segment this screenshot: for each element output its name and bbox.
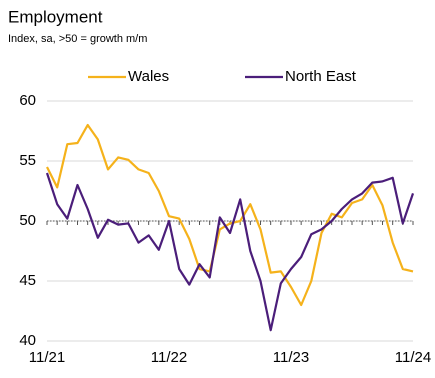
chart-subtitle: Index, sa, >50 = growth m/m [8, 33, 147, 45]
legend-label: North East [285, 68, 357, 85]
x-tick-label: 11/24 [395, 349, 431, 366]
x-tick-label: 11/21 [29, 349, 65, 366]
x-tick-label: 11/23 [273, 349, 309, 366]
y-tick-label: 40 [19, 332, 36, 349]
legend-label: Wales [128, 68, 169, 85]
y-tick-label: 60 [19, 92, 36, 109]
chart-title: Employment [8, 7, 103, 26]
y-tick-label: 55 [19, 152, 36, 169]
line-series [46, 123, 414, 307]
y-tick-label: 45 [19, 272, 36, 289]
line-series [45, 172, 415, 332]
y-tick-label: 50 [19, 212, 36, 229]
x-tick-label: 11/22 [151, 349, 187, 366]
